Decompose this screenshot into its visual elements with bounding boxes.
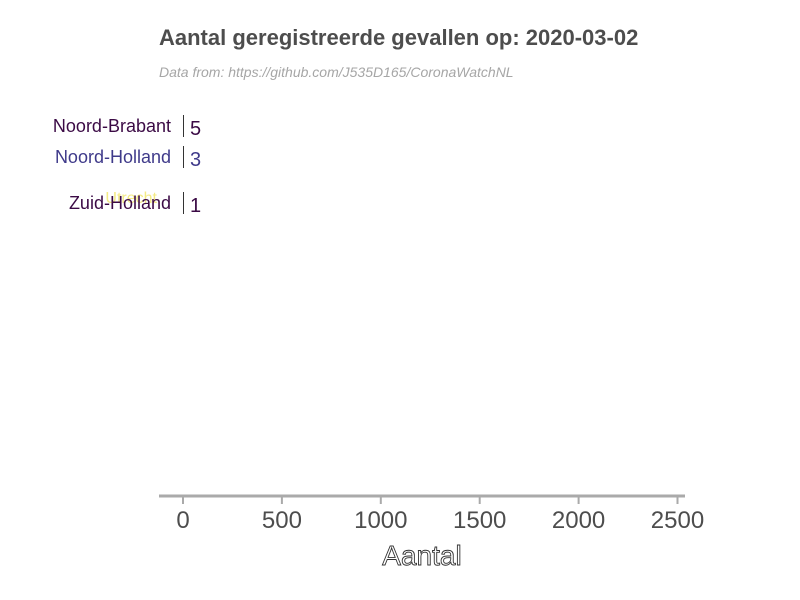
bar-category-label: Zuid-Holland xyxy=(69,193,171,213)
bar-value-label: 5 xyxy=(190,118,201,140)
x-tick-label: 500 xyxy=(262,507,302,534)
bars: Utrecht Noord-Brabant 5 Noord-Holland 3 Zuid-… xyxy=(53,115,201,217)
bar-value-label: 1 xyxy=(190,195,201,217)
x-axis-ticks: 0 500 1000 1500 2000 2500 xyxy=(176,496,704,534)
bar-category-label: Noord-Brabant xyxy=(53,116,171,136)
x-tick-label: 1000 xyxy=(354,507,407,534)
faint-category-label: Utrecht xyxy=(105,190,157,207)
x-axis-label: Aantal xyxy=(382,540,461,571)
x-tick-label: 2500 xyxy=(651,507,704,534)
bar-category-label: Noord-Holland xyxy=(55,147,171,167)
bar-value-label: 3 xyxy=(190,149,201,171)
bar xyxy=(183,146,184,168)
x-tick-label: 0 xyxy=(176,507,189,534)
chart-title: Aantal geregistreerde gevallen op: 2020-… xyxy=(159,25,639,50)
x-tick-label: 1500 xyxy=(453,507,506,534)
x-tick-label: 2000 xyxy=(552,507,605,534)
bar xyxy=(183,115,184,137)
bar xyxy=(183,192,184,214)
chart-subtitle: Data from: https://github.com/J535D165/C… xyxy=(159,64,514,80)
